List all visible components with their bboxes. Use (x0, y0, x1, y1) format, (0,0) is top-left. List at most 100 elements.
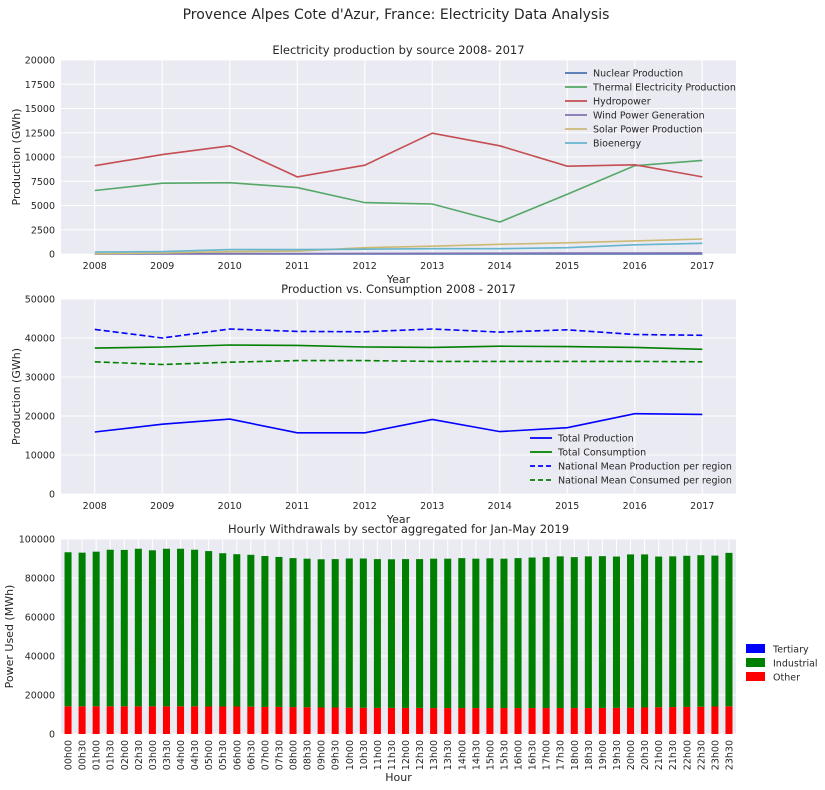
bar-segment (711, 706, 719, 734)
bar-segment (598, 556, 606, 708)
bar-segment (641, 554, 649, 708)
legend-label: Tertiary (772, 645, 809, 656)
x-tick-label: 19h30 (612, 740, 623, 770)
bar-segment (134, 706, 142, 734)
series-line (94, 412, 703, 434)
y-tick-label: 0 (49, 490, 55, 501)
y-tick-label: 20000 (25, 412, 55, 423)
legend-label: Total Consumption (557, 448, 646, 459)
bar-segment (402, 707, 410, 734)
bar-segment (472, 708, 480, 734)
x-tick-label: 12h00 (401, 740, 412, 770)
x-tick-label: 22h00 (682, 740, 693, 770)
x-tick-label: 17h00 (542, 740, 553, 770)
bar-segment (725, 552, 733, 707)
bar-segment (205, 551, 213, 707)
x-tick-label: 02h30 (134, 740, 145, 770)
x-tick-label: 08h30 (303, 740, 314, 770)
bar-segment (64, 552, 72, 707)
x-tick-label: 00h00 (64, 740, 75, 770)
bar-segment (514, 708, 522, 734)
legend-label: National Mean Consumed per region (558, 476, 732, 487)
x-tick-label: 2011 (285, 501, 309, 512)
bar-segment (486, 708, 494, 734)
stacked-bars (64, 548, 733, 734)
bar-segment (219, 706, 227, 734)
series-line (94, 238, 703, 255)
legend-swatch (746, 644, 765, 653)
bar-segment (92, 706, 100, 734)
figure-title: Provence Alpes Cote d'Azur, France: Elec… (183, 7, 610, 23)
bar-segment (359, 707, 367, 734)
x-tick-label: 09h30 (331, 740, 342, 770)
bar-segment (261, 555, 269, 707)
y-tick-label: 0 (49, 730, 55, 741)
bar-segment (345, 707, 353, 734)
x-tick-label: 17h30 (556, 740, 567, 770)
bar-segment (134, 548, 142, 707)
legend-label: Nuclear Production (593, 69, 683, 80)
bar-segment (542, 708, 550, 734)
y-tick-label: 20000 (25, 56, 55, 67)
bar-segment (275, 556, 283, 707)
y-tick-label: 30000 (25, 373, 55, 384)
bar-segment (612, 556, 620, 708)
x-tick-label: 14h00 (457, 740, 468, 770)
x-tick-label: 2008 (83, 501, 107, 512)
x-tick-label: 2012 (353, 261, 377, 272)
bar-segment (500, 558, 508, 709)
x-tick-label: 2015 (555, 501, 579, 512)
grid (61, 59, 736, 255)
bar-segment (556, 556, 564, 709)
series-line (94, 242, 703, 253)
bar-segment (641, 707, 649, 734)
y-tick-label: 40000 (25, 334, 55, 345)
bar-segment (233, 554, 241, 707)
legend-label: Industrial (773, 659, 818, 670)
legend-label: Solar Power Production (593, 125, 703, 136)
x-tick-label: 20h30 (640, 740, 651, 770)
x-tick-label: 01h00 (92, 740, 103, 770)
bar-segment (148, 706, 156, 734)
tick-labels: 0 10000 20000 30000 40000 50000 2008 2009 2010 20… (25, 295, 715, 513)
bar-segment (177, 548, 185, 707)
bar-segment (387, 559, 395, 708)
x-tick-label: 01h30 (106, 740, 117, 770)
bar-segment (430, 558, 438, 709)
y-tick-label: 20000 (25, 691, 55, 702)
x-tick-label: 00h30 (78, 740, 89, 770)
bar-segment (303, 707, 311, 734)
bar-segment (570, 708, 578, 734)
bar-segment (289, 558, 297, 708)
x-tick-label: 13h30 (443, 740, 454, 770)
y-tick-label: 7500 (31, 177, 55, 188)
x-tick-label: 05h30 (218, 740, 229, 770)
x-tick-label: 07h00 (260, 740, 271, 770)
x-tick-label: 18h00 (570, 740, 581, 770)
bar-segment (261, 706, 269, 734)
y-tick-label: 5000 (31, 201, 55, 212)
bar-segment (627, 554, 635, 708)
bar-segment (458, 708, 466, 734)
x-tick-label: 2009 (150, 501, 174, 512)
y-tick-label: 100000 (19, 535, 55, 546)
x-tick-label: 21h30 (668, 740, 679, 770)
bar-segment (387, 707, 395, 734)
legend-label: National Mean Production per region (558, 462, 732, 473)
x-tick-label: 2010 (218, 261, 242, 272)
bar-segment (247, 706, 255, 734)
x-tick-label: 07h30 (274, 740, 285, 770)
y-tick-label: 40000 (25, 652, 55, 663)
legend-label: Total Production (557, 434, 634, 445)
bar-segment (416, 559, 424, 708)
production-vs-consumption-chart: 0 10000 20000 30000 40000 50000 2008 2009 2010 20… (10, 282, 736, 526)
y-tick-label: 0 (49, 250, 55, 261)
x-tick-label: 2010 (218, 501, 242, 512)
x-tick-label: 16h30 (528, 740, 539, 770)
x-tick-label: 10h30 (359, 740, 370, 770)
x-tick-label: 2013 (420, 501, 444, 512)
bar-segment (627, 707, 635, 734)
bar-segment (373, 559, 381, 708)
x-axis-label: Hour (385, 771, 412, 784)
